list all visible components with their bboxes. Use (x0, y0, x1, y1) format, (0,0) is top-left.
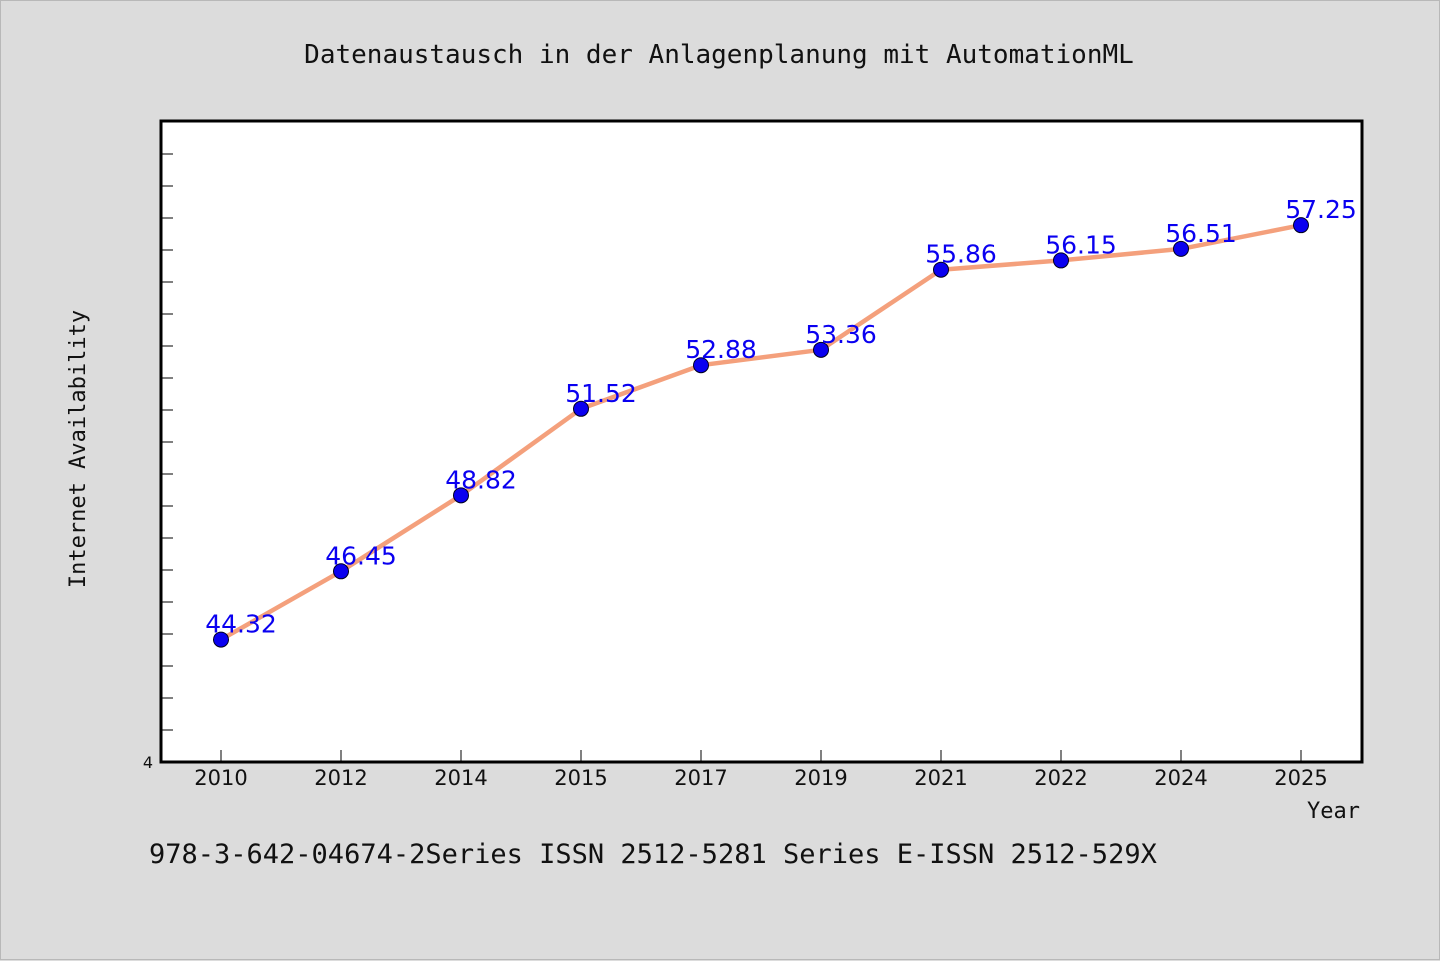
data-point-marker (933, 261, 949, 278)
data-point-label: 55.86 (925, 240, 997, 269)
data-point-label: 56.51 (1165, 219, 1237, 248)
data-point-marker (693, 357, 709, 374)
x-tick-label: 2015 (554, 766, 607, 790)
x-axis-label: Year (1307, 799, 1360, 824)
x-tick-label: 2012 (314, 766, 367, 790)
data-point-marker (1173, 240, 1189, 257)
y-axis-label: Internet Availability (66, 310, 91, 588)
x-tick-label: 2017 (674, 766, 727, 790)
data-point-label: 56.15 (1045, 230, 1117, 259)
data-point-marker (333, 563, 349, 580)
data-point-label: 48.82 (445, 465, 517, 494)
data-point-marker (813, 341, 829, 358)
data-point-label: 57.25 (1285, 195, 1357, 224)
plot-area (159, 119, 1364, 764)
chart-title: Datenaustausch in der Anlagenplanung mit… (304, 40, 1134, 70)
data-point-label: 53.36 (805, 320, 877, 349)
x-tick-label: 2022 (1034, 766, 1087, 790)
data-point-marker (453, 487, 469, 504)
series-line (218, 222, 1304, 642)
x-tick-label: 2021 (914, 766, 967, 790)
x-axis-ticks: 2010 2012 2014 2015 2017 2019 2021 2022 2024 2025 (194, 750, 1328, 790)
x-tick-label: 2025 (1274, 766, 1327, 790)
data-point-marker (1053, 252, 1069, 269)
x-tick-label: 2014 (434, 766, 487, 790)
data-point-label: 51.52 (565, 379, 637, 408)
data-point-marker (573, 400, 589, 417)
data-point-label: 52.88 (685, 335, 757, 364)
y-axis-ticks: 4 (143, 153, 173, 772)
data-point-label: 44.32 (205, 610, 277, 639)
data-labels: 44.32 46.45 48.82 51.52 52.88 53.36 55.86 56.15… (205, 195, 1357, 638)
x-tick-label: 2019 (794, 766, 847, 790)
x-tick-label: 2010 (194, 766, 247, 790)
footer-text: 978-3-642-04674-2Series ISSN 2512-5281 S… (149, 839, 1157, 870)
y-tick-label: 4 (143, 753, 153, 772)
data-point-label: 46.45 (325, 541, 397, 570)
data-point-marker (213, 631, 229, 648)
series-layer (213, 217, 1309, 648)
data-point-marker (1293, 217, 1309, 234)
x-tick-label: 2024 (1154, 766, 1207, 790)
